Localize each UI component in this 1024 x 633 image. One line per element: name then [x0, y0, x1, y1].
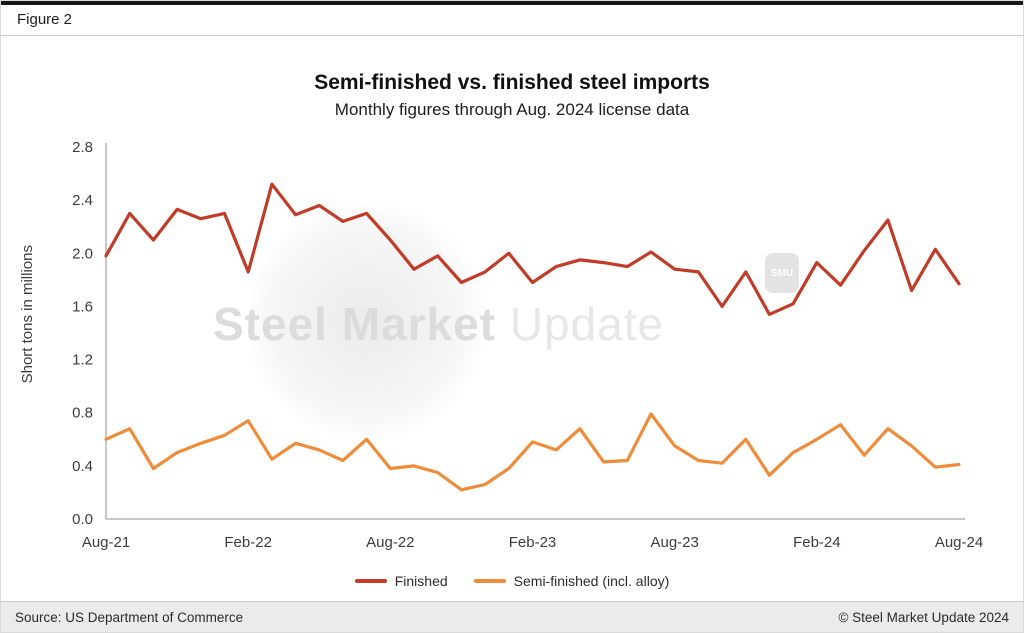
x-tick-label: Feb-22	[224, 534, 272, 551]
legend-label-semi-finished: Semi-finished (incl. alloy)	[513, 573, 670, 589]
y-tick-label: 0.0	[72, 511, 93, 528]
x-tick-label: Feb-23	[509, 534, 557, 551]
legend-item-semi-finished: Semi-finished (incl. alloy)	[473, 573, 670, 589]
watermark-text-bold: Steel Market	[213, 298, 497, 350]
header-separator	[1, 35, 1023, 36]
semi-finished-line-swatch	[473, 579, 506, 583]
y-tick-label: 2.0	[72, 245, 93, 262]
figure-label: Figure 2	[17, 11, 73, 28]
footer-source: Source: US Department of Commerce	[15, 609, 244, 625]
y-tick-label: 1.2	[72, 352, 93, 369]
y-tick-label: 2.4	[72, 192, 93, 209]
x-tick-label: Aug-24	[935, 534, 983, 551]
x-tick-label: Aug-23	[650, 534, 698, 551]
legend: Finished Semi-finished (incl. alloy)	[1, 573, 1023, 589]
footer-copyright: © Steel Market Update 2024	[838, 609, 1009, 625]
legend-item-finished: Finished	[354, 573, 448, 589]
footer: Source: US Department of Commerce © Stee…	[1, 601, 1023, 632]
plot-svg: 0.0 0.4 0.8 1.2 1.6 2.0 2.4 2.8 Aug-21 Feb-22 Aug-…	[72, 139, 983, 551]
smu-logo-watermark: SMU	[765, 253, 799, 293]
finished-series-line	[104, 182, 961, 316]
watermark-text-light: Update	[509, 298, 665, 350]
y-tick-label: 1.6	[72, 298, 93, 315]
watermark-circle	[246, 201, 486, 441]
chart-subtitle: Monthly figures through Aug. 2024 licens…	[334, 100, 690, 119]
x-tick-label: Aug-22	[366, 534, 414, 551]
finished-line-swatch	[354, 579, 387, 583]
semi-finished-series-line	[104, 412, 961, 492]
x-tick-label: Feb-24	[793, 534, 841, 551]
watermark-text: Steel Market Update	[213, 297, 664, 351]
top-rule	[1, 1, 1023, 5]
chart-title: Semi-finished vs. finished steel imports	[314, 71, 710, 94]
y-tick-label: 2.8	[72, 139, 93, 156]
x-tick-label: Aug-21	[82, 534, 130, 551]
legend-label-finished: Finished	[394, 573, 448, 589]
y-tick-label: 0.4	[72, 458, 93, 475]
y-tick-label: 0.8	[72, 405, 93, 422]
